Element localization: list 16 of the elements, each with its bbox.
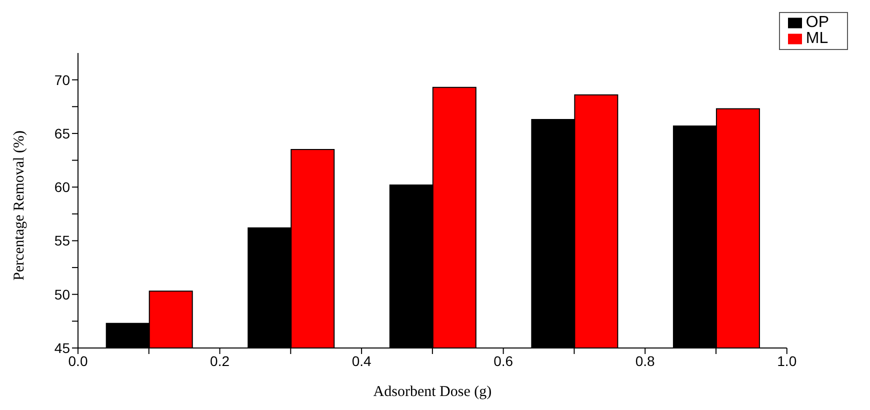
y-tick-label: 70 xyxy=(54,72,70,88)
x-tick-label: 0.4 xyxy=(352,352,372,369)
y-tick-label: 55 xyxy=(54,232,70,249)
x-tick-label: 0.0 xyxy=(68,352,88,369)
y-axis-title: Percentage Removal (%) xyxy=(11,130,28,280)
y-tick-label: 45 xyxy=(54,340,70,356)
y-tick-label: 60 xyxy=(54,179,70,196)
x-tick-label: 0.6 xyxy=(494,352,514,369)
y-tick-label: 50 xyxy=(54,286,70,302)
x-tick-label: 0.2 xyxy=(210,352,230,369)
legend-label: ML xyxy=(806,30,828,47)
x-tick-label: 0.8 xyxy=(635,352,656,369)
y-tick-label: 65 xyxy=(54,125,70,142)
legend-label: OP xyxy=(806,14,829,31)
x-axis-title: Adsorbent Dose (g) xyxy=(373,384,492,400)
x-tick-label: 1.0 xyxy=(777,352,797,369)
